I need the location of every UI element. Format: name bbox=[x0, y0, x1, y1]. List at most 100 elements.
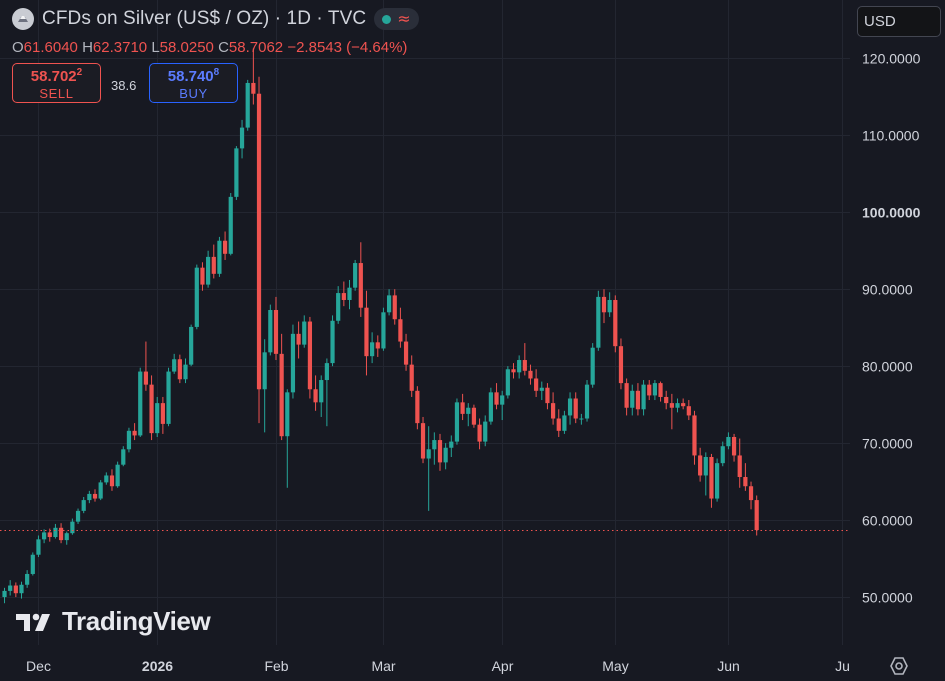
symbol-logo-icon[interactable] bbox=[12, 8, 34, 30]
buy-label: BUY bbox=[179, 86, 208, 101]
y-tick-label: 80.0000 bbox=[862, 359, 913, 375]
candle-body bbox=[437, 440, 443, 463]
candle-body bbox=[539, 387, 544, 391]
candle-body bbox=[217, 240, 222, 274]
candle-body bbox=[590, 347, 595, 385]
candle-body bbox=[488, 392, 493, 422]
spread-value: 38.6 bbox=[111, 78, 137, 93]
candle-body bbox=[443, 447, 448, 463]
candle-body bbox=[290, 333, 296, 393]
candle-body bbox=[698, 455, 703, 476]
candle-body bbox=[53, 527, 58, 538]
currency-selector[interactable]: USD bbox=[857, 6, 941, 37]
candles bbox=[2, 48, 759, 604]
candle-body bbox=[211, 256, 216, 274]
candle-body bbox=[392, 295, 397, 320]
candle-body bbox=[222, 240, 228, 254]
candle-body bbox=[511, 369, 516, 373]
candle-body bbox=[426, 449, 431, 459]
candle-body bbox=[183, 364, 188, 380]
candle-body bbox=[432, 440, 437, 450]
x-tick-label: Feb bbox=[264, 658, 288, 674]
candle-body bbox=[132, 430, 137, 436]
candle-body bbox=[545, 387, 550, 404]
wave-icon: ≈ bbox=[397, 9, 411, 28]
candle-body bbox=[143, 371, 149, 385]
candle-body bbox=[228, 196, 233, 254]
change-value: −2.8543 (−4.64%) bbox=[287, 39, 408, 56]
candle-body bbox=[13, 585, 18, 594]
candle-body bbox=[658, 383, 663, 397]
candle-body bbox=[454, 402, 460, 442]
candle-body bbox=[596, 296, 601, 348]
y-tick-label: 50.0000 bbox=[862, 590, 913, 606]
candle-body bbox=[2, 590, 7, 598]
candle-body bbox=[381, 312, 386, 349]
price-axis[interactable]: 50.0000 60.0000 70.0000 80.0000 90.0000 100.0… bbox=[862, 51, 921, 606]
open-label: O bbox=[12, 39, 24, 56]
candle-body bbox=[720, 446, 725, 464]
candle-body bbox=[534, 378, 539, 391]
candle-body bbox=[19, 584, 24, 594]
candle-body bbox=[737, 455, 742, 478]
x-tick-label: 2026 bbox=[142, 658, 173, 674]
y-tick-label: 100.0000 bbox=[862, 205, 921, 221]
candle-body bbox=[386, 295, 392, 313]
candle-body bbox=[630, 390, 635, 408]
symbol-title[interactable]: CFDs on Silver (US$ / OZ) · 1D · TVC bbox=[42, 8, 367, 29]
candle-body bbox=[562, 415, 567, 431]
candle-body bbox=[115, 464, 120, 487]
candle-body bbox=[30, 554, 35, 574]
candle-body bbox=[415, 390, 420, 424]
candle-body bbox=[200, 267, 205, 285]
candle-body bbox=[324, 363, 329, 381]
candle-body bbox=[87, 493, 92, 501]
candle-body bbox=[652, 383, 657, 396]
candle-body bbox=[302, 321, 307, 345]
candle-body bbox=[239, 127, 245, 149]
candle-body bbox=[477, 424, 482, 442]
candle-body bbox=[279, 353, 284, 437]
candle-body bbox=[273, 309, 279, 354]
buy-button[interactable]: 58.7408 BUY bbox=[149, 63, 238, 103]
candle-body bbox=[681, 403, 686, 407]
y-tick-label: 120.0000 bbox=[862, 51, 921, 67]
sell-button[interactable]: 58.7022 SELL bbox=[12, 63, 101, 103]
candle-body bbox=[714, 463, 720, 499]
candle-body bbox=[409, 364, 414, 391]
candle-body bbox=[166, 371, 171, 424]
high-value: 62.3710 bbox=[92, 39, 148, 56]
ohlc-values: O61.6040 H62.3710 L58.0250 C58.7062 −2.8… bbox=[12, 39, 407, 56]
candle-body bbox=[138, 371, 143, 436]
candle-body bbox=[517, 360, 522, 373]
x-tick-label: Dec bbox=[26, 658, 51, 674]
candle-body bbox=[64, 533, 69, 541]
x-tick-label: May bbox=[602, 658, 628, 674]
sell-price: 58.7022 bbox=[30, 67, 83, 85]
candle-body bbox=[726, 436, 731, 447]
candle-body bbox=[109, 475, 115, 487]
candle-body bbox=[177, 359, 182, 380]
low-label: L bbox=[151, 39, 160, 56]
candle-body bbox=[296, 333, 301, 345]
candle-body bbox=[641, 384, 646, 410]
candle-body bbox=[601, 296, 607, 313]
candle-body bbox=[8, 585, 13, 591]
candle-body bbox=[81, 500, 86, 511]
candle-body bbox=[466, 407, 471, 414]
candle-body bbox=[256, 93, 262, 390]
settings-icon[interactable] bbox=[889, 656, 909, 676]
candle-body bbox=[160, 403, 165, 424]
chart-header: CFDs on Silver (US$ / OZ) · 1D · TVC ≈ bbox=[12, 8, 419, 30]
candle-body bbox=[613, 299, 618, 347]
candle-body bbox=[313, 389, 318, 403]
market-status[interactable]: ≈ bbox=[374, 8, 419, 30]
candle-body bbox=[420, 423, 426, 459]
candle-body bbox=[505, 369, 510, 396]
candle-body bbox=[460, 402, 465, 414]
low-value: 58.0250 bbox=[159, 39, 214, 56]
y-tick-label: 60.0000 bbox=[862, 513, 913, 529]
y-tick-label: 90.0000 bbox=[862, 282, 913, 298]
time-axis[interactable]: Dec 2026 Feb Mar Apr May Jun Ju bbox=[26, 658, 850, 674]
